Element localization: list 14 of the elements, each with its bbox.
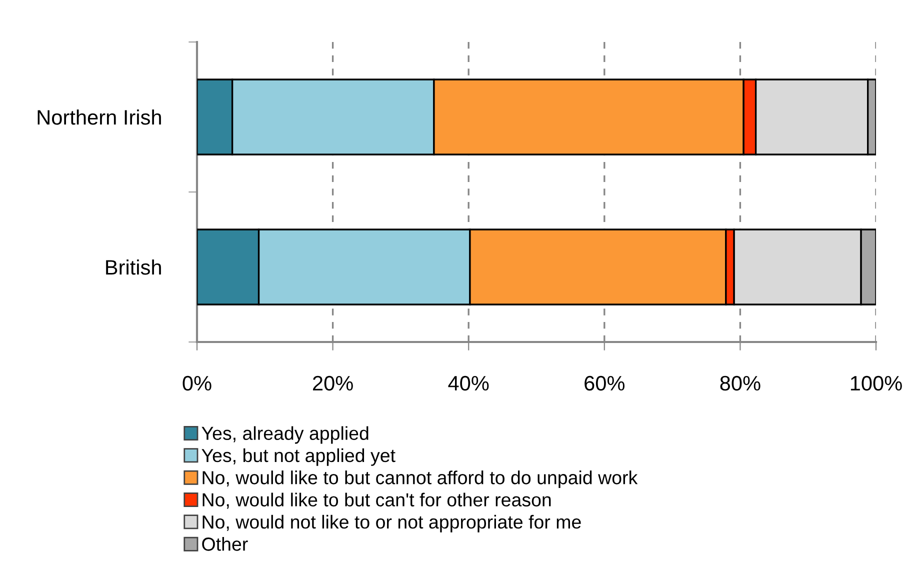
legend-label: Yes, but not applied yet: [202, 448, 396, 466]
legend-label: Yes, already applied: [202, 426, 368, 444]
x-tick-label: 40%: [448, 376, 489, 391]
x-tick-label: 0%: [182, 376, 212, 391]
legend-label: No, would not like to or not appropriate for me: [202, 514, 581, 532]
x-tick-label: 20%: [313, 376, 353, 391]
legend-label: Other: [202, 537, 248, 551]
x-tick-label: 80%: [720, 376, 760, 391]
x-tick-label: 60%: [584, 376, 625, 391]
legend-label: No, would like to but cannot afford to do unpaid work: [202, 470, 638, 488]
x-tick-label: 100%: [850, 376, 902, 391]
y-tick-label: Northern Irish: [38, 109, 161, 125]
legend-label: No, would like to but can't for other reason: [202, 492, 551, 509]
y-tick-label: British: [106, 259, 161, 275]
